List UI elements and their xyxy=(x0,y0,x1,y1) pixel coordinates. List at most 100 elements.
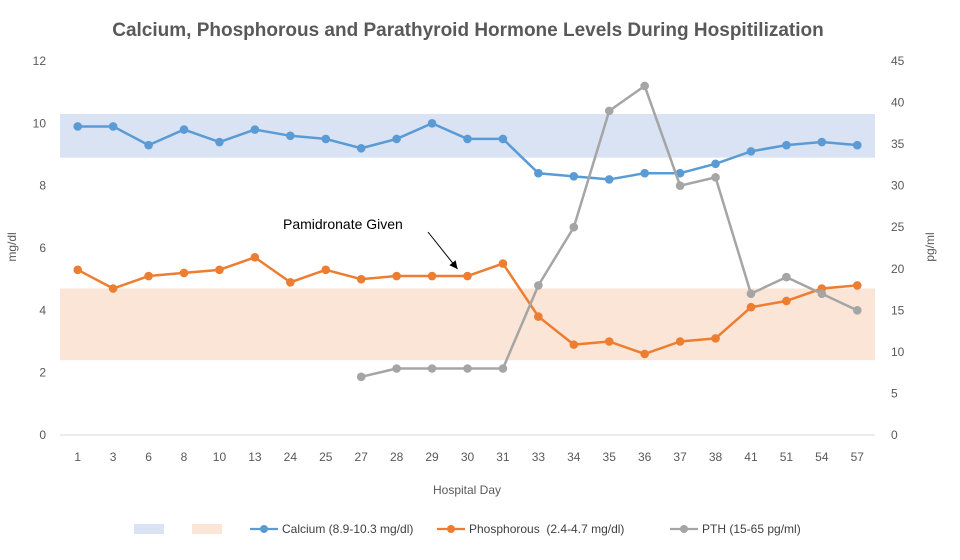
point-phosphorous xyxy=(711,334,720,343)
y2-tick-label: 0 xyxy=(891,428,898,442)
point-pth xyxy=(427,364,437,373)
x-tick-label: 10 xyxy=(213,450,227,464)
x-tick-label: 28 xyxy=(390,450,404,464)
y-tick-label: 10 xyxy=(33,116,47,130)
point-phosphorous xyxy=(215,265,224,275)
x-tick-label: 1 xyxy=(74,450,81,464)
point-pth xyxy=(463,364,472,373)
y2-tick-label: 20 xyxy=(891,262,905,276)
point-calcium xyxy=(711,159,720,169)
point-calcium xyxy=(498,134,508,144)
point-calcium xyxy=(604,175,614,184)
point-calcium xyxy=(356,143,366,153)
point-phosphorous xyxy=(427,271,437,281)
x-tick-label: 51 xyxy=(780,450,794,464)
chart-title: Calcium, Phosphorous and Parathyroid Hor… xyxy=(112,20,824,41)
point-pth xyxy=(498,364,508,373)
legend-label-calcium: Calcium (8.9-10.3 mg/dl) xyxy=(282,522,413,536)
point-phosphorous xyxy=(392,271,401,281)
point-phosphorous xyxy=(463,271,472,281)
point-calcium xyxy=(463,134,472,144)
point-pth xyxy=(640,81,649,91)
x-axis-ticks: 1 3 6 8 10 13 24 25 27 28 29 30 31 33 34 35 36 37 38 41 51 54… xyxy=(74,450,864,464)
point-calcium xyxy=(321,134,331,144)
point-calcium xyxy=(675,168,685,178)
point-pth xyxy=(746,289,756,299)
point-pth xyxy=(675,181,685,190)
legend-swatch-calcium-range xyxy=(134,524,164,534)
x-axis-title: Hospital Day xyxy=(433,483,501,497)
x-tick-label: 3 xyxy=(110,450,117,464)
point-calcium xyxy=(73,122,83,131)
point-calcium xyxy=(144,140,153,150)
series-group xyxy=(73,81,862,382)
y-tick-label: 2 xyxy=(39,366,46,380)
legend-label-phosphorous: Phosphorous (2.4-4.7 mg/dl) xyxy=(469,522,624,536)
point-phosphorous xyxy=(569,340,579,349)
point-pth xyxy=(711,173,720,182)
x-tick-label: 34 xyxy=(567,450,581,464)
x-tick-label: 29 xyxy=(425,450,439,464)
point-phosphorous xyxy=(250,253,260,262)
y-tick-label: 0 xyxy=(39,428,46,442)
point-calcium xyxy=(782,140,791,150)
x-tick-label: 37 xyxy=(673,450,687,464)
y2-tick-label: 5 xyxy=(891,386,898,400)
point-calcium xyxy=(250,125,260,134)
legend: Calcium (8.9-10.3 mg/dl) Phosphorous (2.… xyxy=(134,522,801,536)
point-phosphorous xyxy=(144,271,153,281)
x-tick-label: 38 xyxy=(709,450,723,464)
y-tick-label: 12 xyxy=(33,54,47,68)
point-phosphorous xyxy=(498,259,508,268)
point-phosphorous xyxy=(852,281,862,290)
normal-range-bands xyxy=(60,113,875,361)
x-tick-label: 27 xyxy=(355,450,369,464)
y2-tick-label: 35 xyxy=(891,137,905,151)
point-calcium xyxy=(534,168,543,178)
legend-marker-pth xyxy=(680,525,688,533)
point-phosphorous xyxy=(604,337,614,346)
x-tick-label: 41 xyxy=(744,450,758,464)
annotation-arrow-head xyxy=(449,260,458,270)
x-tick-label: 13 xyxy=(248,450,262,464)
point-phosphorous xyxy=(782,296,791,306)
point-pth xyxy=(534,281,543,290)
point-calcium xyxy=(286,131,295,141)
point-calcium xyxy=(392,134,401,144)
point-phosphorous xyxy=(73,265,83,275)
point-phosphorous xyxy=(179,268,189,278)
point-pth xyxy=(782,272,791,282)
y2-tick-label: 10 xyxy=(891,345,905,359)
point-phosphorous xyxy=(321,265,331,275)
x-tick-label: 36 xyxy=(638,450,652,464)
y2-axis-title: pg/ml xyxy=(923,232,937,261)
x-tick-label: 33 xyxy=(532,450,546,464)
x-tick-label: 30 xyxy=(461,450,475,464)
point-calcium xyxy=(817,137,827,147)
legend-marker-phosphorous xyxy=(447,525,455,533)
annotation-pamidronate: Pamidronate Given xyxy=(283,216,403,232)
point-pth xyxy=(817,289,827,299)
legend-marker-calcium xyxy=(260,525,268,533)
point-phosphorous xyxy=(746,302,756,312)
band-phosphorous xyxy=(60,288,875,361)
x-tick-label: 57 xyxy=(851,450,865,464)
point-pth xyxy=(604,106,614,116)
x-tick-label: 31 xyxy=(496,450,510,464)
point-phosphorous xyxy=(286,277,295,287)
point-calcium xyxy=(569,172,579,181)
point-calcium xyxy=(108,122,118,131)
point-calcium xyxy=(215,137,224,147)
y2-tick-label: 40 xyxy=(891,96,905,110)
point-calcium xyxy=(852,140,862,150)
point-calcium xyxy=(427,119,437,128)
y-axis-title: mg/dl xyxy=(5,232,19,261)
point-phosphorous xyxy=(640,349,649,359)
point-calcium xyxy=(179,125,189,134)
y2-tick-label: 30 xyxy=(891,179,905,193)
x-tick-label: 8 xyxy=(181,450,188,464)
legend-swatch-phosphorous-range xyxy=(192,524,222,534)
y-tick-label: 4 xyxy=(39,303,46,317)
x-tick-label: 24 xyxy=(284,450,298,464)
